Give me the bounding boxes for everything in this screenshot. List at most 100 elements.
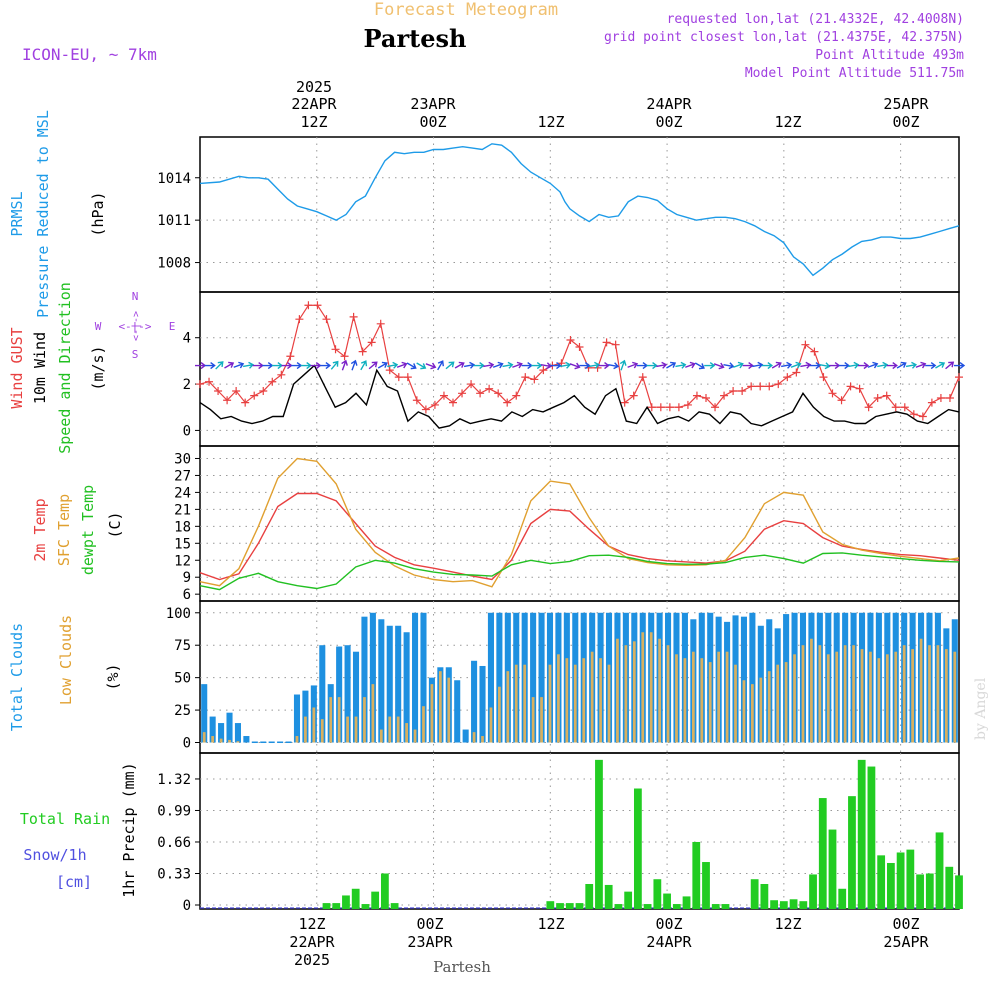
y-tick-label: 12 — [174, 553, 191, 569]
wind-gust-marker — [539, 366, 548, 375]
wind-direction-arrow — [579, 361, 591, 370]
cloud-label-low: Low Clouds — [57, 615, 75, 705]
wind-direction-arrow — [271, 361, 284, 370]
total-cloud-bar — [378, 619, 385, 743]
wind-gust-marker — [900, 403, 909, 412]
low-cloud-bar — [869, 651, 872, 743]
wind-gust-marker — [521, 373, 530, 382]
cloud-unit: (%) — [104, 663, 122, 690]
model-altitude: Model Point Altitude 511.75m — [745, 66, 964, 81]
wind-direction-arrow — [857, 361, 870, 370]
wind-gust-marker — [756, 382, 765, 391]
temperature-panel — [199, 445, 960, 602]
wind-gust-marker — [385, 366, 394, 375]
wind-direction-arrow — [204, 361, 216, 370]
wind-direction-arrow — [437, 360, 444, 371]
bottom-label-24apr: 24APR — [646, 933, 692, 951]
total-cloud-bar — [226, 712, 233, 743]
rain-bar — [896, 852, 905, 909]
total-cloud-bar — [285, 741, 292, 744]
wind-direction-arrow — [800, 361, 812, 369]
low-cloud-bar — [936, 645, 940, 743]
wind-gust-marker — [909, 410, 918, 419]
wind-direction-arrow — [224, 361, 235, 369]
low-cloud-bar — [590, 651, 594, 743]
bottom-label-23apr: 23APR — [407, 933, 453, 951]
wind-direction-arrow — [540, 362, 552, 370]
y-tick-label: 9 — [183, 570, 191, 586]
wind-gust-marker — [313, 301, 322, 310]
total-cloud-bar — [454, 680, 461, 743]
wind-gust-marker — [738, 387, 747, 396]
wind-gust-marker — [765, 382, 774, 391]
low-cloud-bar — [371, 684, 375, 743]
temp-unit: (C) — [106, 511, 124, 538]
low-cloud-bar — [312, 707, 316, 743]
wind-direction-arrow — [330, 360, 339, 370]
wind-gust-marker — [711, 403, 720, 412]
wind-direction-arrow — [838, 361, 850, 370]
wind-gust-marker — [864, 403, 873, 412]
wind-direction-arrow — [512, 361, 523, 369]
wind-direction-arrow — [445, 361, 455, 370]
wind-gust-marker — [367, 338, 376, 347]
wind-gust-marker — [530, 375, 539, 384]
wind-gust-marker — [403, 373, 412, 382]
precip-label-snow: Snow/1h — [23, 846, 86, 864]
wind-gust-marker — [674, 403, 683, 412]
rain-bar — [614, 904, 623, 909]
wind-direction-arrow — [215, 361, 224, 370]
total-cloud-bar — [319, 645, 326, 743]
compass-w: W — [95, 320, 102, 333]
grid-point-lonlat: grid point closest lon,lat (21.4375E, 42… — [604, 30, 964, 45]
top-label-22apr: 22APR — [291, 95, 337, 113]
low-cloud-bar — [481, 736, 484, 743]
precip-unit: 1hr Precip (mm) — [120, 762, 138, 897]
wind-direction-arrow — [350, 359, 358, 371]
wind-gust-marker — [196, 380, 204, 389]
wind-gust-marker — [837, 396, 846, 405]
wind-direction-arrow — [867, 361, 879, 369]
low-cloud-bar — [675, 654, 678, 743]
rain-bar — [556, 903, 564, 909]
wind-direction-arrow — [608, 362, 620, 370]
low-cloud-bar — [826, 654, 830, 743]
y-tick-label: 21 — [174, 502, 191, 518]
low-cloud-bar — [793, 654, 796, 743]
precip-labels: Total Rain Snow/1h [cm] 1hr Precip (mm) — [20, 762, 138, 897]
wind-direction-arrow — [685, 361, 696, 369]
low-cloud-bar — [860, 649, 864, 743]
temp-label-sfc: SFC Temp — [55, 494, 73, 566]
total-cloud-bar — [412, 612, 419, 743]
wind-direction-arrow — [341, 359, 348, 371]
rain-bar — [877, 855, 886, 909]
forecast-subtitle: Forecast Meteogram — [374, 0, 558, 20]
wind-gust-marker — [449, 398, 457, 407]
wind-direction-arrow — [771, 361, 782, 369]
low-cloud-bar — [717, 651, 721, 743]
y-tick-label: 0.33 — [157, 866, 191, 882]
low-cloud-bar — [885, 654, 889, 743]
y-tick-label: 27 — [174, 468, 191, 484]
rain-bar — [390, 903, 399, 909]
wind-direction-arrow — [704, 361, 716, 370]
low-cloud-bar — [691, 651, 695, 743]
y-tick-label: 0.99 — [157, 803, 191, 819]
bottom-label-00z-3: 00Z — [892, 915, 919, 933]
top-label-12z-1: 12Z — [300, 113, 327, 131]
low-cloud-bar — [911, 649, 914, 743]
low-cloud-bar — [506, 671, 510, 743]
low-cloud-bar — [607, 664, 611, 743]
top-label-12z-2: 12Z — [537, 113, 564, 131]
total-cloud-bar — [361, 616, 368, 743]
total-cloud-bar — [420, 612, 427, 743]
rain-bar — [633, 788, 642, 909]
top-time-axis: 2025 22APR 12Z 23APR 00Z 12Z 24APR 00Z 1… — [291, 78, 929, 131]
wind-direction-arrow — [531, 361, 543, 370]
wind-gust-marker — [458, 389, 467, 398]
rain-bar — [799, 901, 808, 909]
pressure-line — [199, 143, 960, 277]
y-tick-label: 75 — [174, 638, 191, 654]
total-cloud-bar — [479, 665, 486, 743]
